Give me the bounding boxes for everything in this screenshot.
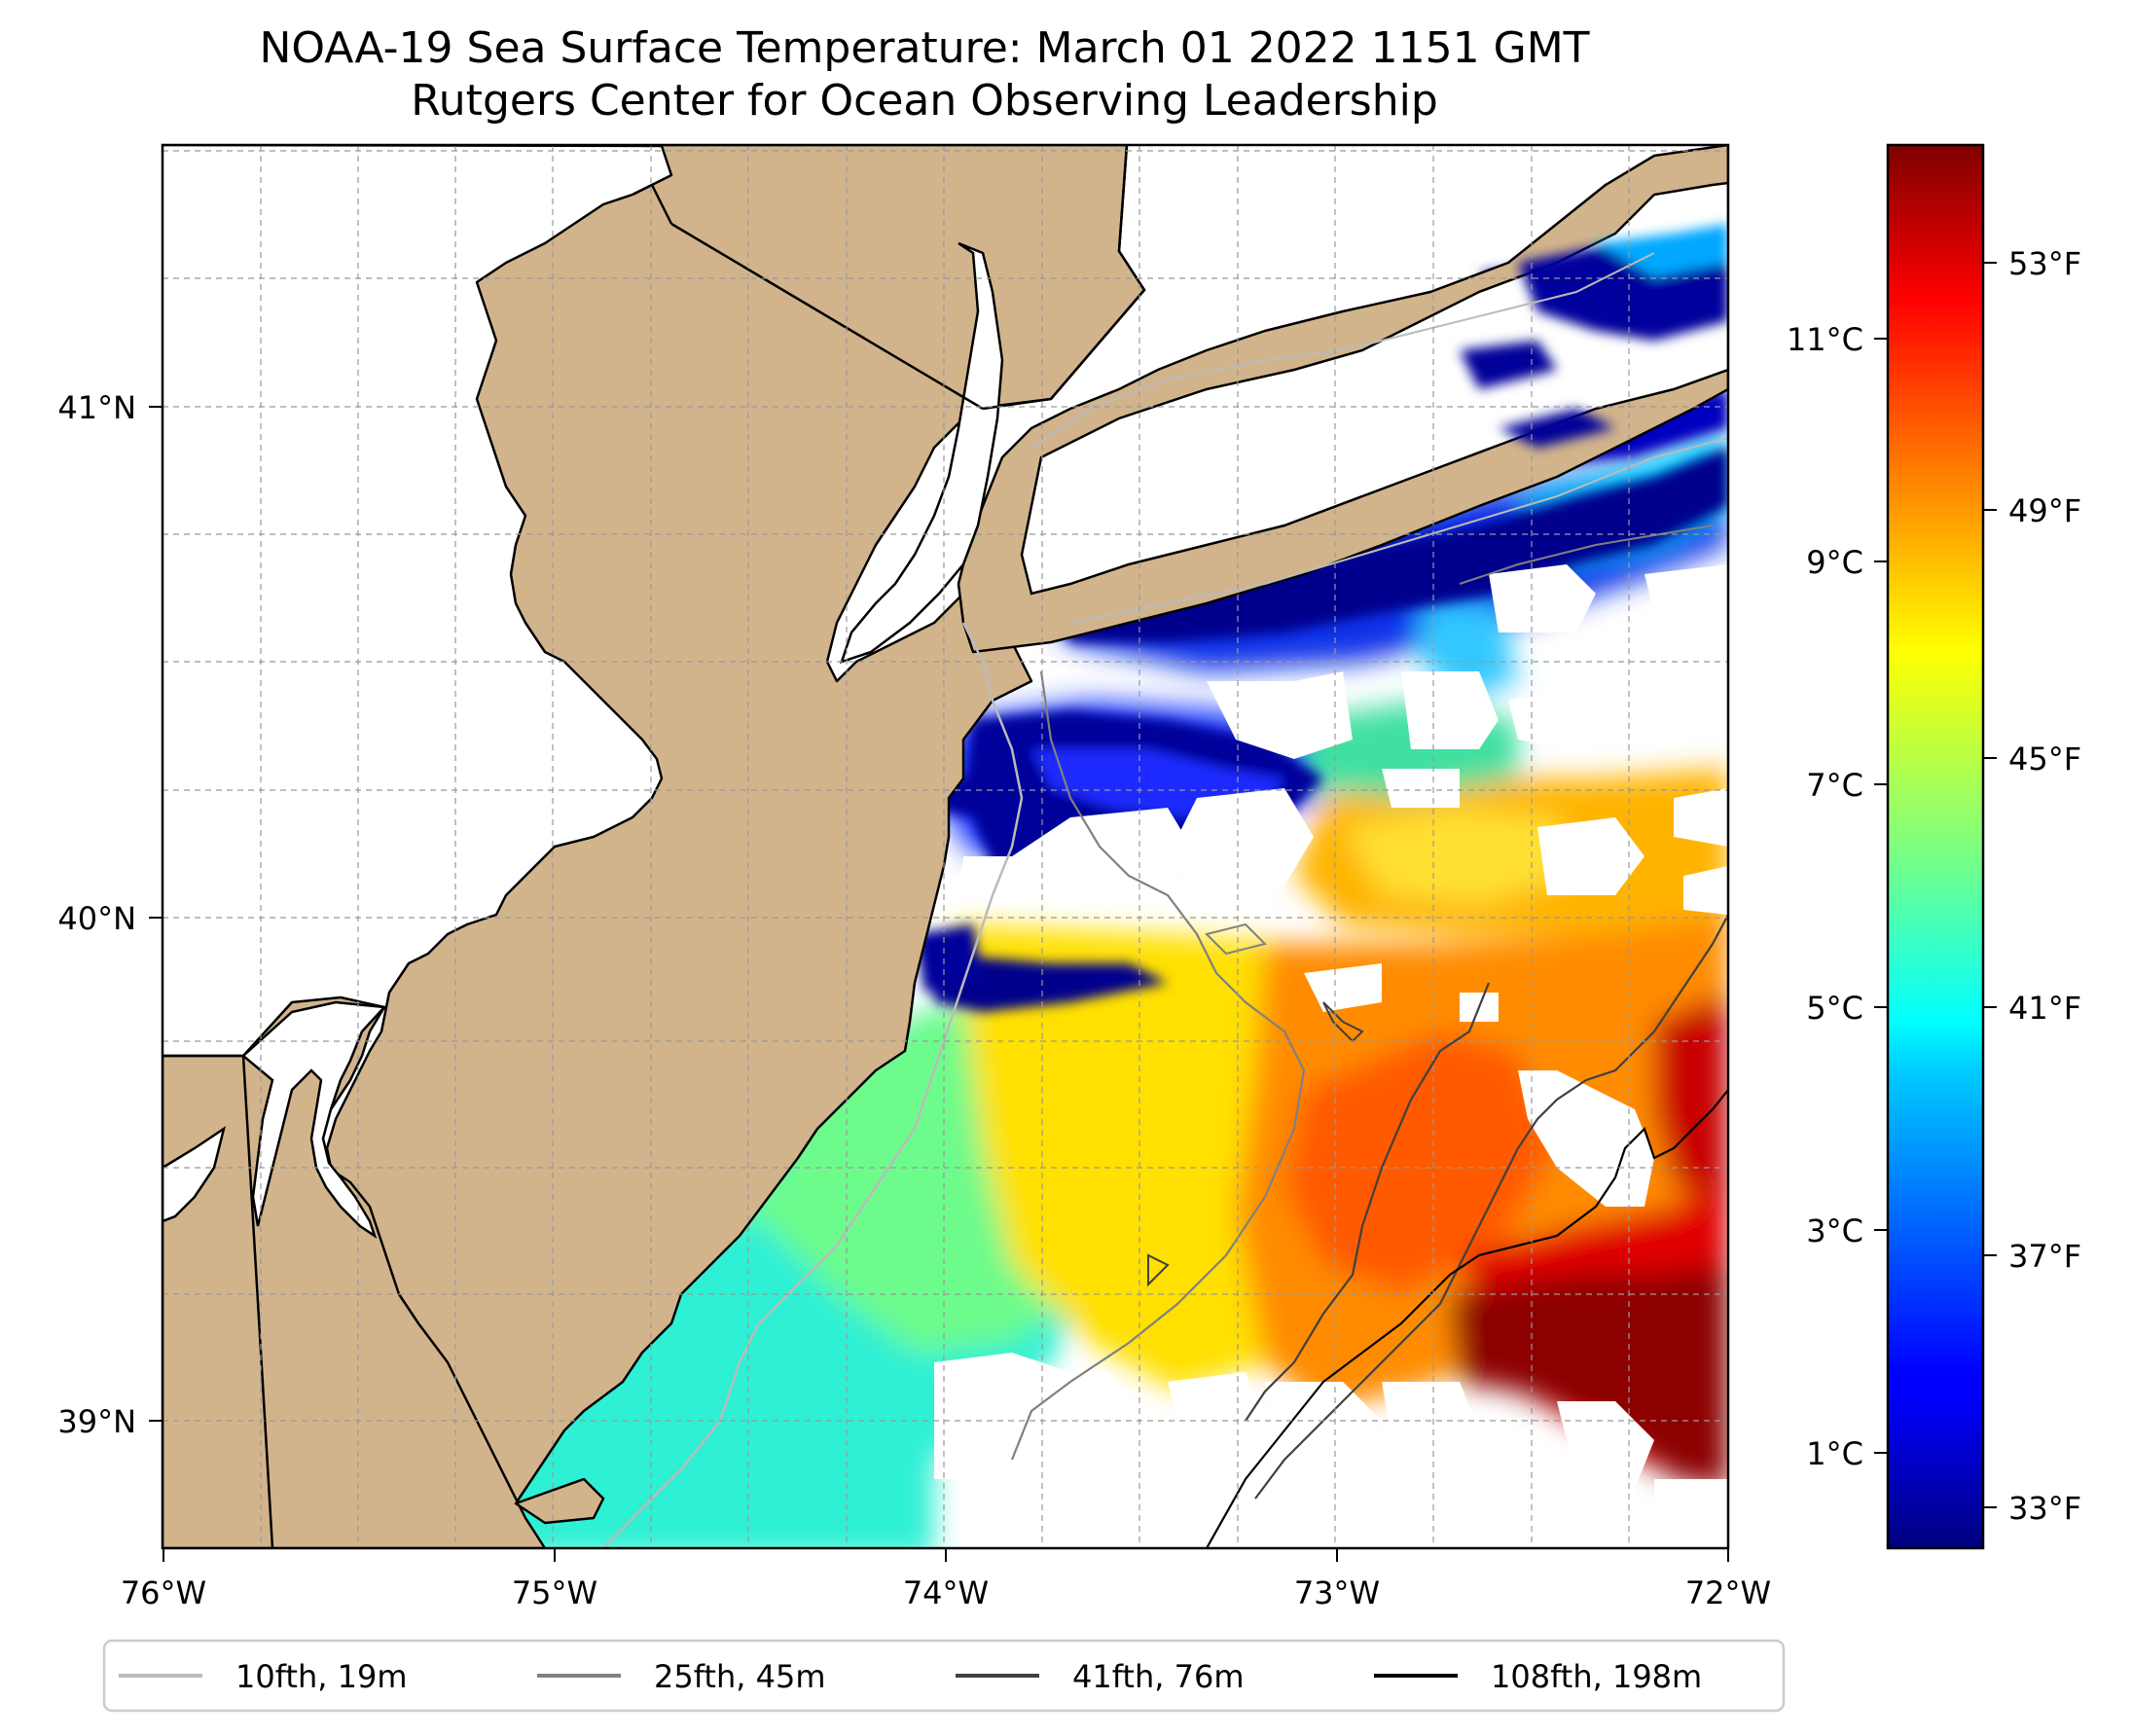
contour-76m [1245,982,1491,1422]
chart-title: NOAA-19 Sea Surface Temperature: March 0… [259,23,1590,73]
colorbar-celsius-label: 9°C [1806,544,1863,581]
colorbar-fahrenheit-label: 53°F [2008,245,2081,282]
chart-subtitle: Rutgers Center for Ocean Observing Leade… [411,76,1438,126]
colorbar-fahrenheit-label: 49°F [2008,492,2081,529]
axis-labels: 76°W 75°W 74°W 73°W 72°W 39°N 40°N 41°N [57,389,1771,1611]
legend-item-45m: 25fth, 45m [537,1658,825,1695]
legend-label: 10fth, 19m [235,1658,407,1695]
bathymetry-contours [602,252,1728,1548]
legend-label: 108fth, 198m [1491,1658,1702,1695]
gridlines [163,145,1728,1548]
legend-label: 41fth, 76m [1072,1658,1244,1695]
colorbar-fahrenheit-label: 33°F [2008,1490,2081,1527]
y-tick-label: 40°N [57,900,136,937]
legend: 10fth, 19m 25fth, 45m 41fth, 76m 108fth,… [102,1639,1786,1713]
colorbar-fahrenheit-label: 37°F [2008,1238,2081,1275]
x-tick-label: 74°W [903,1574,989,1611]
sound-cold-patches [1460,224,1728,448]
legend-box [102,1639,1786,1713]
legend-item-76m: 41fth, 76m [956,1658,1244,1695]
contour-198m [1206,1089,1728,1548]
colorbar-celsius-label: 1°C [1806,1435,1863,1472]
x-tick-label: 72°W [1685,1574,1771,1611]
y-tick-label: 39°N [57,1403,136,1440]
colorbar-celsius-label: 3°C [1806,1212,1863,1249]
legend-label: 25fth, 45m [654,1658,825,1695]
contour-45m [1010,670,1306,1461]
x-tick-label: 73°W [1294,1574,1380,1611]
x-tick-label: 76°W [121,1574,206,1611]
colorbar-celsius-label: 5°C [1806,990,1863,1027]
colorbar-fahrenheit-label: 41°F [2008,990,2081,1027]
colorbar: 1°C 3°C 5°C 7°C 9°C 11°C 33°F 37°F 41°F … [1787,143,2081,1550]
legend-item-19m: 10fth, 19m [119,1658,407,1695]
colorbar-gradient [1886,143,1985,1550]
colorbar-celsius-label: 11°C [1787,321,1863,358]
axis-ticks [149,406,1729,1562]
map-panel [163,145,1728,1548]
legend-item-198m: 108fth, 198m [1374,1658,1702,1695]
contour-19m [602,622,1024,1548]
delaware-bay [241,1000,387,1240]
x-tick-label: 75°W [512,1574,597,1611]
state-borders [163,145,1146,1548]
colorbar-fahrenheit-label: 45°F [2008,741,2081,778]
y-tick-label: 41°N [57,389,136,426]
colorbar-celsius-label: 7°C [1806,767,1863,804]
